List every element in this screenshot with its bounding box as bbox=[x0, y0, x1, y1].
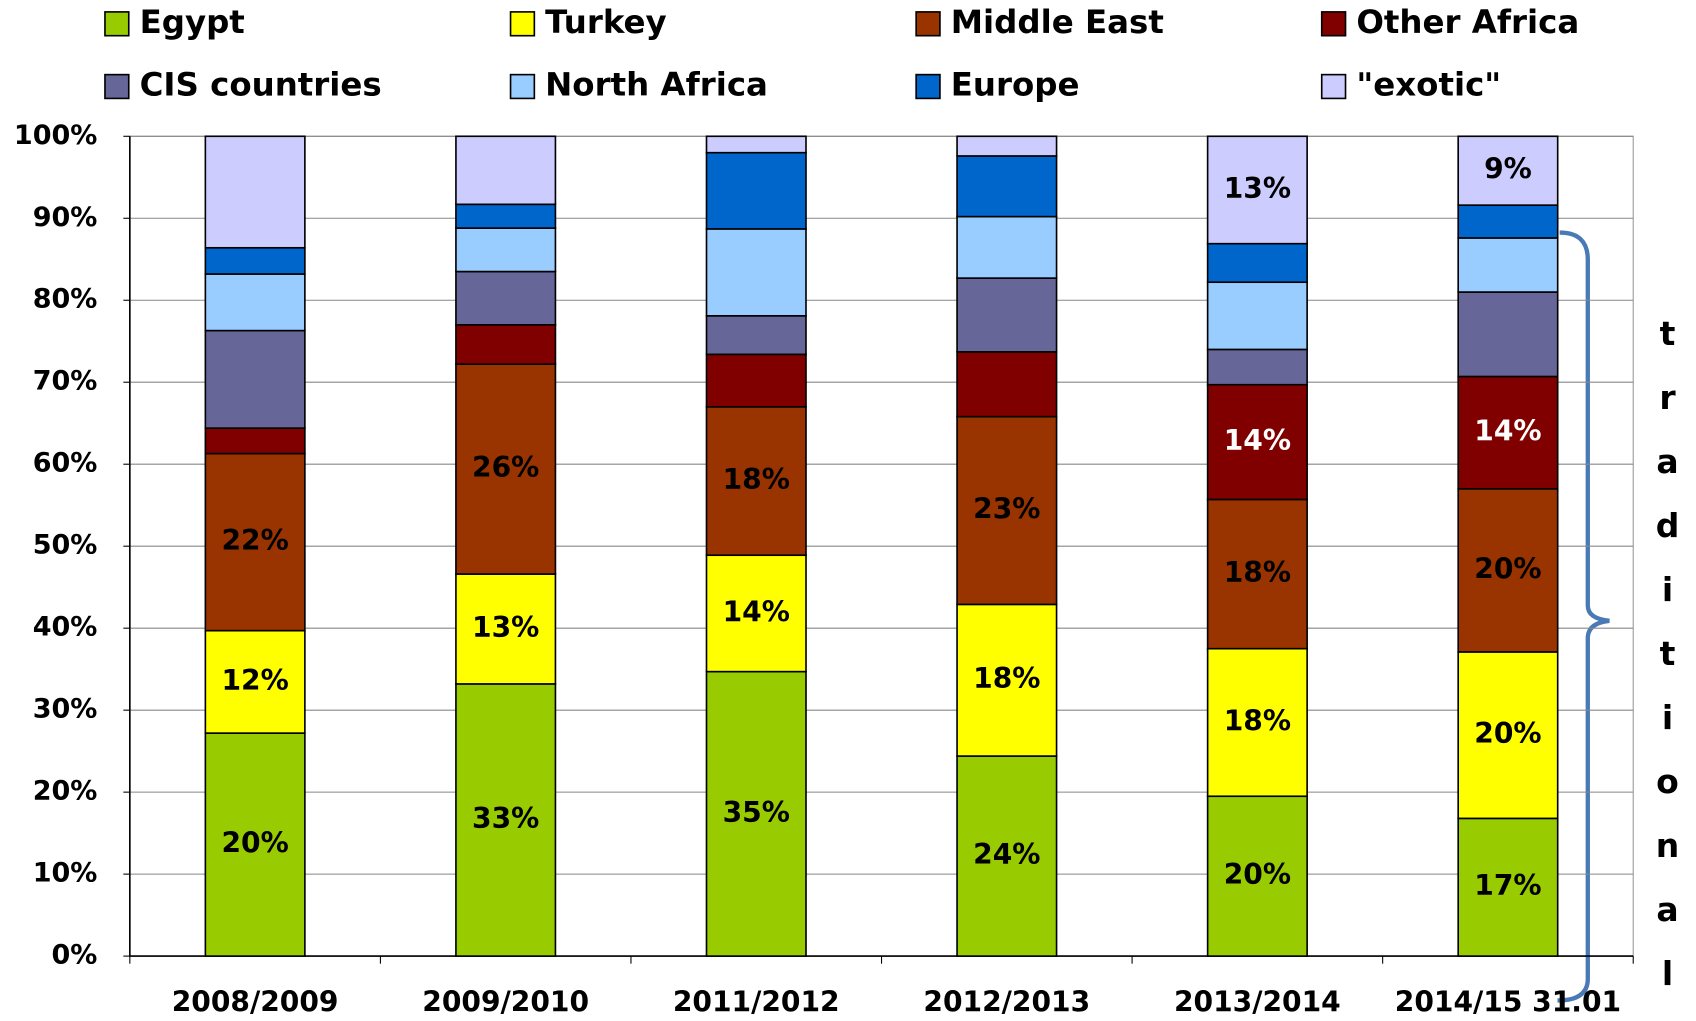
legend-label: "exotic" bbox=[1356, 66, 1501, 104]
bar-segment bbox=[456, 228, 556, 271]
data-label: 33% bbox=[472, 802, 539, 835]
data-label: 14% bbox=[723, 595, 790, 628]
bar-segment bbox=[957, 156, 1057, 217]
x-tick-label: 2008/2009 bbox=[172, 986, 339, 1019]
x-tick-label: 2013/2014 bbox=[1174, 986, 1341, 1019]
x-tick-label: 2014/15 31.01 bbox=[1395, 986, 1621, 1019]
legend-swatch bbox=[916, 12, 940, 36]
data-label: 13% bbox=[472, 611, 539, 644]
y-tick-label: 40% bbox=[33, 612, 98, 643]
bar-segment bbox=[456, 325, 556, 364]
legend-label: North Africa bbox=[545, 66, 768, 104]
legend-label: Egypt bbox=[140, 3, 245, 41]
y-tick-label: 10% bbox=[33, 858, 98, 889]
data-label: 18% bbox=[1224, 704, 1291, 737]
bar-segment bbox=[1208, 244, 1308, 283]
data-label: 18% bbox=[973, 662, 1040, 695]
data-label: 18% bbox=[1224, 556, 1291, 589]
x-tick-label: 2009/2010 bbox=[422, 986, 589, 1019]
side-label: traditional bbox=[1648, 314, 1687, 1018]
bar-segment bbox=[957, 136, 1057, 156]
data-label: 26% bbox=[472, 451, 539, 484]
legend-label: CIS countries bbox=[140, 66, 382, 104]
bar-segment bbox=[205, 428, 305, 453]
data-label: 24% bbox=[973, 838, 1040, 871]
legend-label: Other Africa bbox=[1356, 3, 1579, 41]
bar-segment bbox=[957, 352, 1057, 417]
chart: 0% 10% 20% 30% 40% 50% 60% 70% 80% 90% 100% 2008/20… bbox=[0, 0, 1696, 1021]
y-tick-label: 80% bbox=[33, 284, 98, 315]
data-label: 20% bbox=[221, 827, 288, 860]
data-label: 20% bbox=[1474, 717, 1541, 750]
legend-swatch bbox=[511, 75, 535, 99]
data-label: 14% bbox=[1224, 424, 1291, 457]
y-tick-label: 20% bbox=[33, 776, 98, 807]
bar-segment bbox=[1458, 292, 1558, 376]
y-tick-label: 70% bbox=[33, 366, 98, 397]
legend-label: Turkey bbox=[545, 3, 667, 41]
legend-swatch bbox=[105, 75, 129, 99]
legend-swatch bbox=[105, 12, 129, 36]
bar-segment bbox=[957, 278, 1057, 352]
x-tick-label: 2011/2012 bbox=[673, 986, 840, 1019]
bracket bbox=[1558, 233, 1610, 1001]
bar-segment bbox=[1458, 238, 1558, 292]
bar-segment bbox=[706, 316, 806, 355]
bar-segment bbox=[706, 229, 806, 316]
data-label: 18% bbox=[723, 463, 790, 496]
data-label: 20% bbox=[1224, 858, 1291, 891]
x-tick-label: 2012/2013 bbox=[923, 986, 1090, 1019]
bar-segment bbox=[1208, 282, 1308, 349]
page: 0% 10% 20% 30% 40% 50% 60% 70% 80% 90% 100% 2008/20… bbox=[0, 0, 1696, 1021]
legend-swatch bbox=[1322, 12, 1346, 36]
bar-segment bbox=[456, 272, 556, 325]
bar-segment bbox=[1458, 205, 1558, 238]
data-label: 13% bbox=[1224, 172, 1291, 205]
bar-segment bbox=[456, 136, 556, 204]
y-tick-label: 0% bbox=[52, 940, 98, 971]
data-label: 20% bbox=[1474, 552, 1541, 585]
y-tick-label: 50% bbox=[33, 530, 98, 561]
bar-segment bbox=[205, 136, 305, 247]
y-tick-label: 30% bbox=[33, 694, 98, 725]
data-label: 12% bbox=[221, 664, 288, 697]
y-tick-label: 60% bbox=[33, 448, 98, 479]
y-tick-label: 90% bbox=[33, 202, 98, 233]
bar-segment bbox=[205, 274, 305, 331]
bar-segment bbox=[957, 217, 1057, 278]
bar-segment bbox=[456, 204, 556, 228]
bar-segment bbox=[706, 136, 806, 152]
bar-segment bbox=[205, 248, 305, 274]
y-tick-label: 100% bbox=[14, 120, 97, 151]
legend-swatch bbox=[916, 75, 940, 99]
bar-segment bbox=[706, 153, 806, 229]
data-label: 17% bbox=[1474, 869, 1541, 902]
bar-segment bbox=[1208, 349, 1308, 384]
data-label: 22% bbox=[221, 524, 288, 557]
data-label: 14% bbox=[1474, 415, 1541, 448]
legend-label: Middle East bbox=[951, 3, 1164, 41]
legend-swatch bbox=[1322, 75, 1346, 99]
legend-label: Europe bbox=[951, 66, 1080, 104]
bar-segment bbox=[205, 331, 305, 429]
data-label: 9% bbox=[1484, 153, 1532, 186]
bar-segment bbox=[706, 354, 806, 406]
data-label: 23% bbox=[973, 493, 1040, 526]
data-label: 35% bbox=[723, 796, 790, 829]
legend-swatch bbox=[511, 12, 535, 36]
